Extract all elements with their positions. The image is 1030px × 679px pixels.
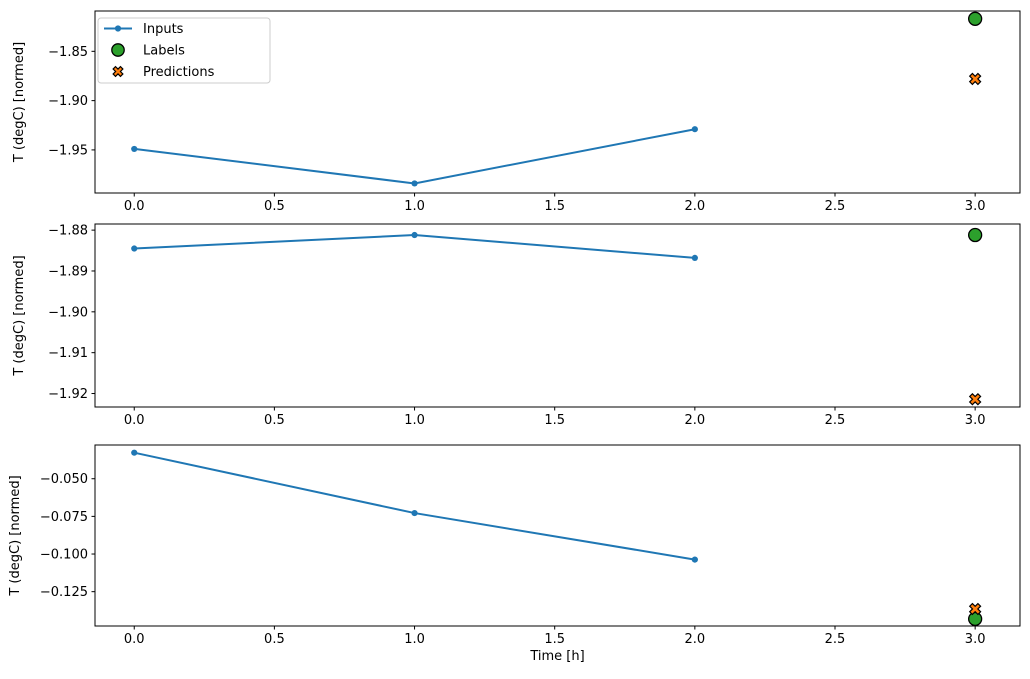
x-tick-label: 0.5 xyxy=(264,199,285,214)
inputs-point-marker xyxy=(411,180,418,187)
y-tick-label: −1.95 xyxy=(48,143,88,158)
inputs-point-marker xyxy=(411,509,418,517)
x-tick-label: 1.0 xyxy=(404,632,425,647)
inputs-point-marker xyxy=(691,254,698,262)
axes-frame xyxy=(94,444,1021,627)
legend-label: Inputs xyxy=(143,22,184,37)
x-tick-label: 2.0 xyxy=(685,199,706,214)
x-tick-label: 1.0 xyxy=(404,199,425,214)
legend-entry-predictions: Predictions xyxy=(112,65,215,80)
inputs-line xyxy=(134,234,695,259)
x-tick-label: 0.0 xyxy=(124,199,145,214)
legend: Inputs Labels Predictions xyxy=(97,17,271,84)
x-tick-label: 1.5 xyxy=(544,632,565,647)
axes-frame xyxy=(94,10,1021,194)
inputs-point-marker xyxy=(411,231,418,239)
legend-label: Predictions xyxy=(143,65,215,80)
y-tick-label: −1.90 xyxy=(48,305,88,320)
x-tick-label: 3.0 xyxy=(965,632,986,647)
legend-entry-inputs: Inputs xyxy=(104,22,184,37)
y-tick-label: −1.89 xyxy=(48,264,88,279)
x-tick-label: 2.5 xyxy=(825,413,846,428)
y-tick-label: −1.88 xyxy=(48,224,88,239)
x-tick-label: 2.5 xyxy=(825,199,846,214)
y-tick-label: −0.100 xyxy=(40,548,88,563)
x-tick-label: 3.0 xyxy=(965,413,986,428)
y-tick-label: −0.075 xyxy=(40,510,88,525)
x-tick-label: 1.5 xyxy=(544,199,565,214)
x-tick-label: 0.5 xyxy=(264,413,285,428)
x-tick-label: 0.0 xyxy=(124,413,145,428)
y-tick-label: −1.85 xyxy=(48,45,88,60)
axes-frame xyxy=(94,223,1021,408)
predictions-marker xyxy=(968,392,982,406)
subplot-3: −0.050 −0.075 −0.100 −0.125 0.0 0.5 1.0 1.5 2.0 2… xyxy=(8,444,1021,664)
legend-entry-labels: Labels xyxy=(111,43,185,59)
legend-circle-marker xyxy=(111,43,125,57)
x-tick-label: 0.0 xyxy=(124,632,145,647)
x-tick-label: 1.0 xyxy=(404,413,425,428)
labels-marker xyxy=(968,227,983,243)
predictions-marker xyxy=(968,72,982,86)
legend-dot-marker xyxy=(114,25,122,32)
x-tick-label: 2.5 xyxy=(825,632,846,647)
y-tick-label: −1.92 xyxy=(48,387,88,402)
x-tick-label: 1.5 xyxy=(544,413,565,428)
x-tick-label: 0.5 xyxy=(264,632,285,647)
x-tick-label: 2.0 xyxy=(685,413,706,428)
legend-label: Labels xyxy=(143,44,185,59)
inputs-point-marker xyxy=(691,556,698,563)
legend-box xyxy=(97,17,271,84)
x-tick-label: 3.0 xyxy=(965,199,986,214)
inputs-point-marker xyxy=(131,449,138,456)
inputs-point-marker xyxy=(691,126,698,133)
legend-x-marker xyxy=(112,65,124,78)
y-axis-label: T (degC) [normed] xyxy=(8,475,23,596)
x-axis-label: Time [h] xyxy=(529,649,584,664)
y-tick-label: −1.90 xyxy=(48,94,88,109)
inputs-point-marker xyxy=(131,145,138,153)
labels-marker xyxy=(968,11,983,26)
labels-marker xyxy=(968,611,983,627)
subplot-1: −1.85 −1.90 −1.95 0.0 0.5 1.0 1.5 2.0 2.5 3.0 T (d… xyxy=(12,10,1021,214)
x-tick-label: 2.0 xyxy=(685,632,706,647)
inputs-point-marker xyxy=(131,245,138,252)
y-tick-label: −0.050 xyxy=(40,472,88,487)
y-axis-label: T (degC) [normed] xyxy=(12,255,27,376)
y-tick-label: −0.125 xyxy=(40,585,88,600)
inputs-line xyxy=(134,451,696,561)
predictions-marker xyxy=(968,602,982,616)
inputs-line xyxy=(134,128,696,185)
subplot-2: −1.88 −1.89 −1.90 −1.91 −1.92 0.0 0.5 1.0 1.5 2.0… xyxy=(12,223,1021,428)
y-axis-label: T (degC) [normed] xyxy=(12,42,27,163)
y-tick-label: −1.91 xyxy=(48,346,88,361)
